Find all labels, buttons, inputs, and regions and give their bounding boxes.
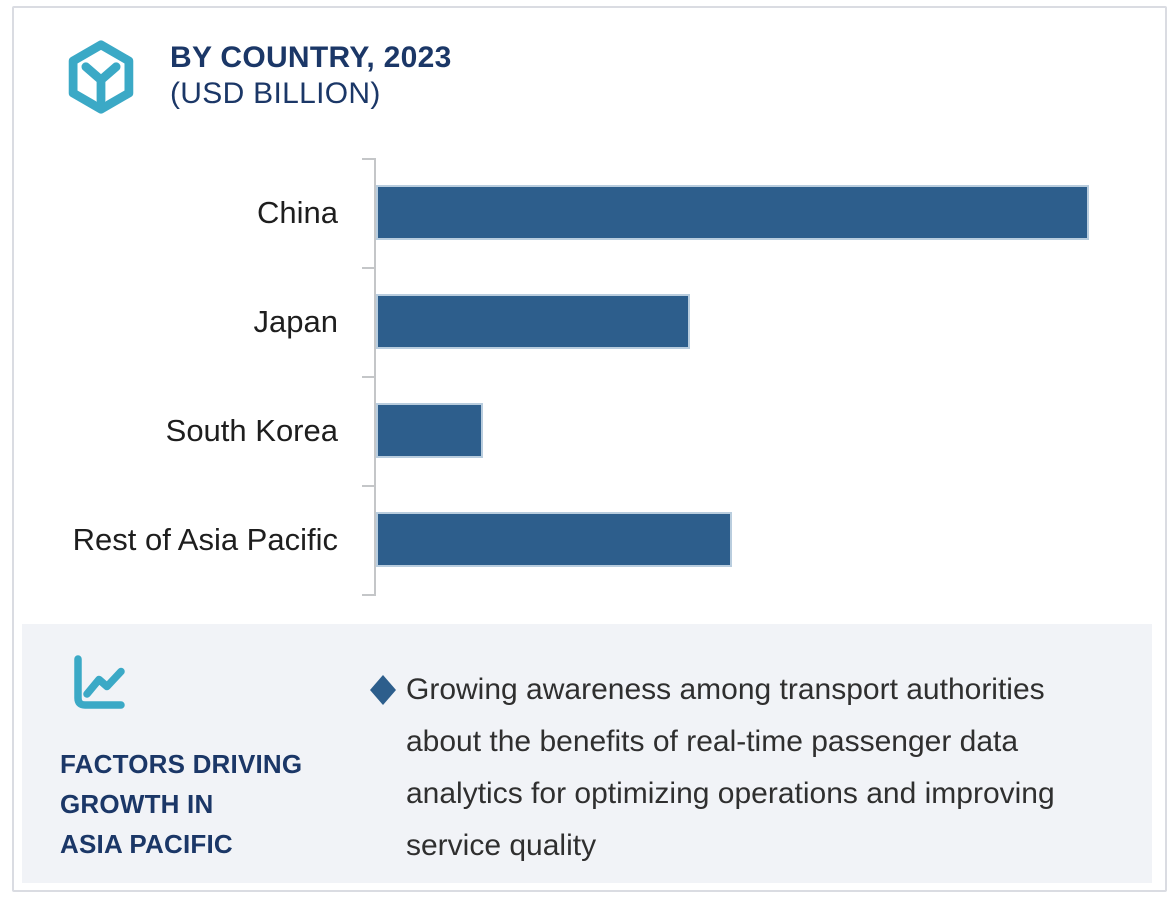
bar-rest-of-asia-pacific	[376, 512, 733, 567]
chart-row-south-korea: South Korea	[14, 376, 1165, 485]
chart-row-japan: Japan	[14, 267, 1165, 376]
factors-heading: FACTORS DRIVING GROWTH IN ASIA PACIFIC	[60, 744, 360, 864]
bar-track-japan	[376, 267, 1153, 376]
factors-heading-line1: FACTORS DRIVING	[60, 749, 303, 779]
bar-chart-rows: China Japan South Korea Rest of Asia Pacifi…	[14, 158, 1165, 594]
factors-heading-line3: ASIA PACIFIC	[60, 829, 233, 859]
factors-panel: FACTORS DRIVING GROWTH IN ASIA PACIFIC G…	[22, 624, 1152, 883]
axis-tick	[362, 594, 374, 596]
hexagon-cube-icon	[68, 40, 134, 114]
chart-title-line1: BY COUNTRY, 2023	[170, 41, 452, 74]
chart-row-rest-of-asia-pacific: Rest of Asia Pacific	[14, 485, 1165, 594]
bar-track-china	[376, 158, 1153, 267]
category-label-japan: Japan	[253, 303, 338, 339]
line-chart-icon	[74, 655, 125, 709]
bar-chart: China Japan South Korea Rest of Asia Pacifi…	[14, 158, 1165, 596]
factor-bullet-text: Growing awareness among transport author…	[406, 673, 1055, 862]
category-axis-line	[374, 158, 376, 596]
bar-track-south-korea	[376, 376, 1153, 485]
chart-title: BY COUNTRY, 2023 (USD BILLION)	[170, 40, 452, 112]
factor-bullet-item: Growing awareness among transport author…	[370, 664, 1090, 872]
axis-tick	[362, 267, 374, 269]
factors-heading-line2: GROWTH IN	[60, 789, 214, 819]
chart-row-china: China	[14, 158, 1165, 267]
category-label-rest-of-asia-pacific: Rest of Asia Pacific	[72, 521, 338, 557]
bar-track-rest-of-asia-pacific	[376, 485, 1153, 594]
category-label-china: China	[257, 194, 338, 230]
chart-title-line2: (USD BILLION)	[170, 77, 381, 110]
chart-header: BY COUNTRY, 2023 (USD BILLION)	[14, 8, 1165, 138]
axis-tick	[362, 376, 374, 378]
axis-tick	[362, 158, 374, 160]
diamond-bullet-icon	[370, 675, 396, 705]
bar-south-korea	[376, 403, 483, 458]
bar-japan	[376, 294, 690, 349]
bar-china	[376, 185, 1089, 240]
category-label-south-korea: South Korea	[165, 412, 338, 448]
infographic-card: BY COUNTRY, 2023 (USD BILLION) China Japa…	[12, 6, 1167, 892]
axis-tick	[362, 485, 374, 487]
